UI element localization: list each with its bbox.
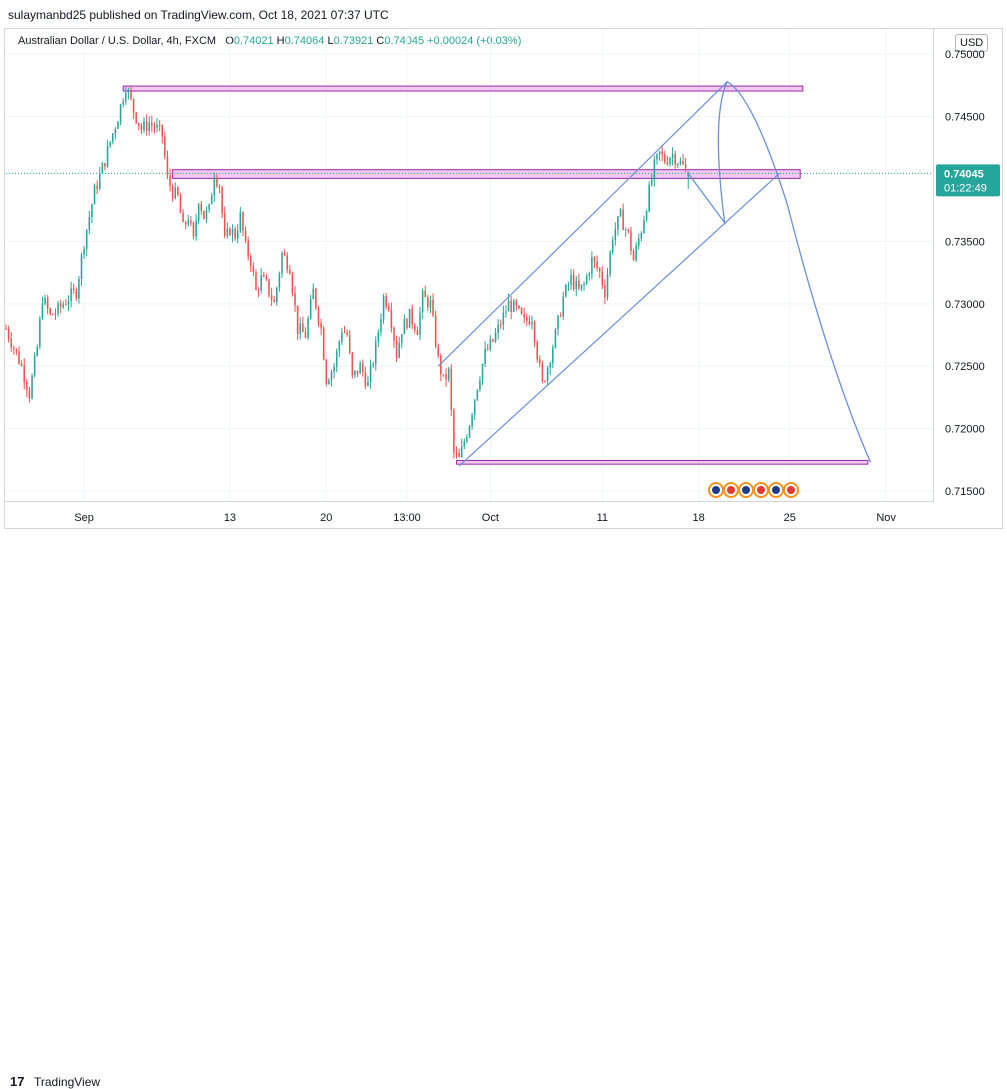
chart-frame	[4, 28, 1003, 529]
low-value: 0.73921	[333, 35, 374, 47]
footer: 17 TradingView	[0, 536, 1007, 1089]
low-label: L	[327, 35, 334, 47]
high-label: H	[276, 35, 285, 47]
price-axis-border	[933, 28, 934, 501]
open-label: O	[225, 35, 234, 47]
time-axis-border	[4, 501, 934, 502]
tradingview-logo-icon[interactable]: 17	[10, 1074, 25, 1089]
chart-legend: Australian Dollar / U.S. Dollar, 4h, FXC…	[18, 35, 521, 47]
currency-button[interactable]: USD	[955, 34, 989, 52]
top-bar: sulaymanbd25 published on TradingView.co…	[0, 0, 1007, 30]
open-value: 0.74021	[233, 35, 274, 47]
symbol-title[interactable]: Australian Dollar / U.S. Dollar, 4h, FXC…	[18, 35, 217, 47]
close-label: C	[376, 35, 385, 47]
tradingview-brand[interactable]: TradingView	[34, 1075, 101, 1089]
high-value: 0.74064	[284, 35, 325, 47]
change-value: +0.00024 (+0.03%)	[427, 35, 522, 47]
close-value: 0.74045	[384, 35, 425, 47]
publisher-caption: sulaymanbd25 published on TradingView.co…	[8, 8, 389, 22]
